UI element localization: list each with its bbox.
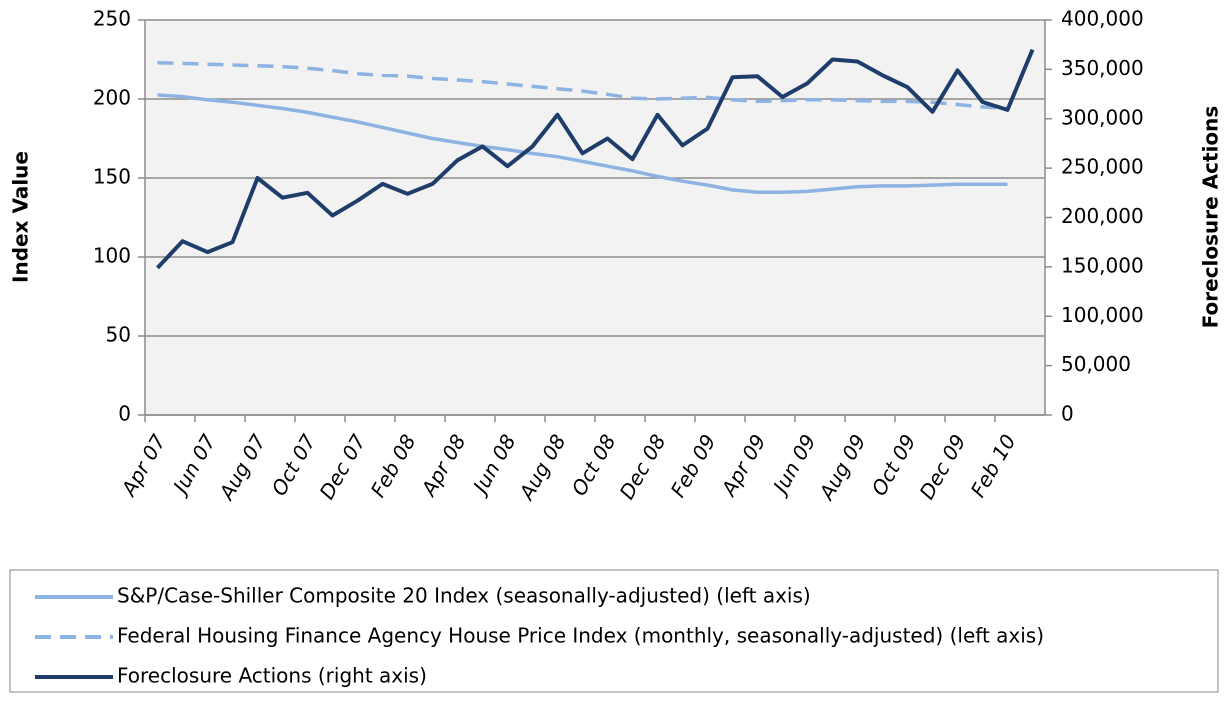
- y2-tick-label: 250,000: [1061, 155, 1144, 179]
- x-tick-label: Aug 09: [813, 430, 870, 505]
- y-tick-label: 250: [93, 7, 131, 31]
- y2-tick-label: 100,000: [1061, 303, 1144, 327]
- x-tick-label: Oct 07: [267, 430, 321, 500]
- plot-area: [145, 20, 1045, 415]
- y2-tick-label: 150,000: [1061, 253, 1144, 277]
- x-tick-label: Jun 09: [766, 430, 820, 500]
- x-tick-label: Jun 08: [466, 430, 520, 500]
- y2-tick-label: 300,000: [1061, 105, 1144, 129]
- y-axis-label: Index Value: [9, 151, 33, 283]
- y2-tick-label: 400,000: [1061, 7, 1144, 31]
- x-tick-label: Feb 09: [666, 430, 721, 501]
- x-tick-label: Apr 09: [716, 430, 771, 501]
- legend-box: [9, 569, 1219, 693]
- y-tick-label: 50: [106, 323, 131, 347]
- x-tick-label: Aug 07: [213, 430, 270, 505]
- x-tick-label: Feb 10: [966, 430, 1021, 501]
- x-tick-label: Oct 09: [867, 430, 921, 499]
- x-tick-label: Apr 08: [416, 430, 471, 501]
- y2-axis-label: Foreclosure Actions: [1199, 106, 1223, 329]
- y-tick-label: 200: [93, 86, 131, 110]
- y-tick-label: 100: [93, 244, 131, 268]
- x-tick-label: Aug 08: [513, 430, 570, 505]
- x-tick-label: Apr 07: [116, 430, 171, 501]
- legend-label: S&P/Case-Shiller Composite 20 Index (sea…: [117, 584, 811, 608]
- y2-tick-label: 350,000: [1061, 56, 1144, 80]
- y2-tick-label: 0: [1061, 402, 1074, 426]
- series-line: [157, 93, 1008, 194]
- x-tick-label: Dec 08: [615, 430, 671, 503]
- x-tick-label: Feb 08: [366, 430, 421, 501]
- x-tick-label: Dec 07: [315, 430, 371, 503]
- x-tick-label: Dec 09: [915, 430, 971, 503]
- y2-tick-label: 50,000: [1061, 352, 1131, 376]
- y2-tick-label: 200,000: [1061, 204, 1144, 228]
- series-line: [157, 60, 1008, 111]
- y-tick-label: 0: [118, 402, 131, 426]
- y-tick-label: 150: [93, 165, 131, 189]
- x-tick-label: Jun 07: [166, 430, 220, 500]
- x-tick-label: Oct 08: [567, 430, 621, 499]
- series-line: [156, 48, 1035, 270]
- legend-label: Foreclosure Actions (right axis): [117, 664, 427, 688]
- legend-label: Federal Housing Finance Agency House Pri…: [117, 624, 1044, 648]
